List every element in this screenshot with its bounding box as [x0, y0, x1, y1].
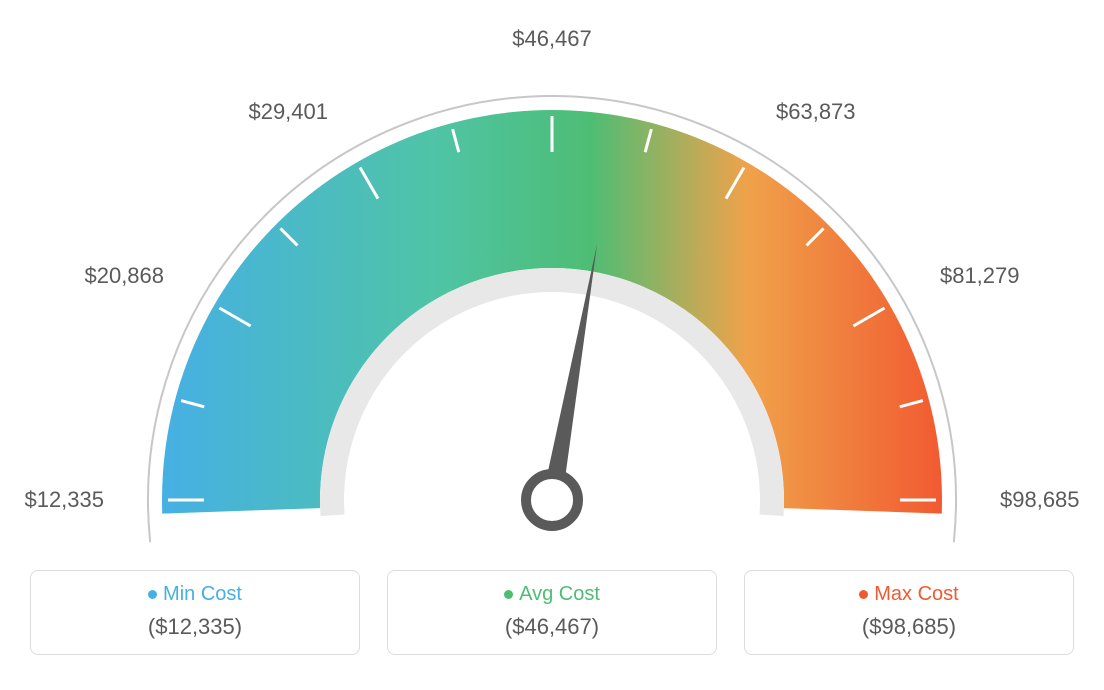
- gauge-tick-label: $98,685: [1000, 487, 1080, 513]
- legend-card-max: Max Cost ($98,685): [744, 570, 1074, 655]
- gauge-chart: $12,335 $20,868 $29,401 $46,467 $63,873 $81,2…: [0, 0, 1104, 540]
- gauge-tick-label: $20,868: [84, 263, 164, 289]
- legend-row: Min Cost ($12,335) Avg Cost ($46,467) Ma…: [0, 570, 1104, 655]
- gauge-tick-label: $12,335: [24, 487, 104, 513]
- gauge-tick-label: $63,873: [776, 99, 856, 125]
- legend-title-max-text: Max Cost: [874, 583, 958, 605]
- legend-dot-avg: [504, 590, 513, 599]
- legend-card-avg: Avg Cost ($46,467): [387, 570, 717, 655]
- legend-card-min: Min Cost ($12,335): [30, 570, 360, 655]
- legend-dot-min: [148, 590, 157, 599]
- gauge-tick-label: $81,279: [940, 263, 1020, 289]
- legend-value-min: ($12,335): [31, 614, 359, 640]
- legend-title-avg: Avg Cost: [388, 583, 716, 606]
- legend-title-min: Min Cost: [31, 583, 359, 606]
- gauge-tick-label: $46,467: [512, 26, 592, 52]
- legend-title-max: Max Cost: [745, 583, 1073, 606]
- gauge-svg: [102, 30, 1002, 550]
- legend-title-avg-text: Avg Cost: [519, 583, 600, 605]
- legend-value-avg: ($46,467): [388, 614, 716, 640]
- legend-dot-max: [859, 590, 868, 599]
- gauge-tick-label: $29,401: [248, 99, 328, 125]
- legend-title-min-text: Min Cost: [163, 583, 242, 605]
- legend-value-max: ($98,685): [745, 614, 1073, 640]
